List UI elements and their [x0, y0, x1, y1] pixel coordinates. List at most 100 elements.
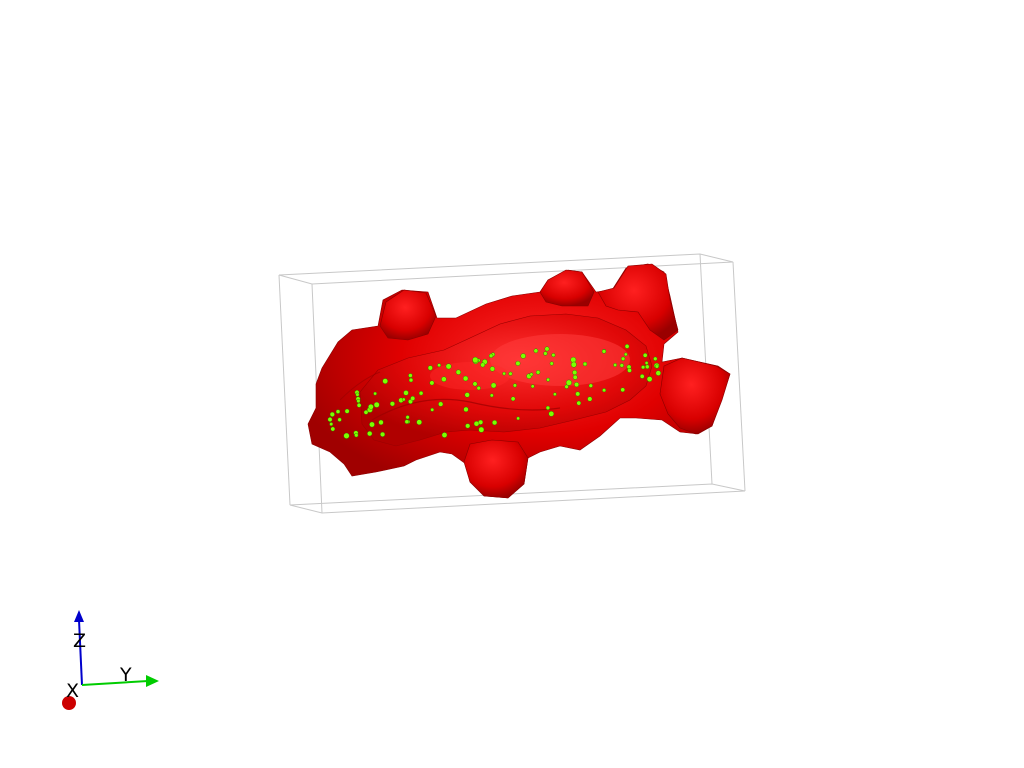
surface-point	[653, 356, 658, 361]
x-axis-label: X	[66, 680, 79, 702]
surface-point	[455, 369, 462, 375]
surface-point	[327, 417, 333, 422]
surface-point	[572, 370, 578, 376]
surface-point	[441, 376, 447, 382]
surface-point	[620, 356, 626, 361]
lobe-right	[659, 357, 731, 435]
surface-point	[441, 432, 448, 438]
surface-point	[368, 403, 374, 410]
surface-point	[576, 400, 582, 406]
surface-point	[329, 411, 335, 417]
surface-point	[624, 344, 630, 349]
surface-point	[582, 361, 588, 367]
surface-point	[488, 353, 494, 358]
surface-point	[427, 365, 433, 371]
lobe-upper-right	[597, 263, 679, 341]
surface-point	[490, 382, 497, 389]
y-axis-arrowhead	[146, 675, 159, 687]
surface-point	[642, 352, 648, 358]
surface-point	[380, 431, 386, 437]
surface-point	[639, 374, 645, 379]
lobe-top	[539, 269, 595, 307]
surface-point	[472, 356, 479, 363]
surface-point	[472, 381, 478, 387]
surface-point	[438, 401, 444, 407]
core-highlight	[490, 334, 630, 386]
surface-point	[601, 349, 607, 354]
surface-point	[530, 384, 535, 389]
surface-point	[575, 391, 581, 397]
surface-point	[378, 419, 384, 426]
surface-point	[654, 364, 659, 369]
surface-point	[416, 419, 423, 426]
surface-point	[476, 386, 481, 391]
surface-point	[329, 422, 334, 426]
lobe-bottom	[463, 439, 529, 499]
surface-crease	[339, 371, 381, 401]
surface-point	[516, 416, 520, 421]
surface-point	[545, 405, 550, 410]
x-axis-arrow-icon	[62, 696, 76, 710]
surface-point	[572, 374, 578, 380]
core-highlight-small	[430, 362, 510, 390]
surface-point	[624, 352, 628, 357]
surface-point	[502, 371, 506, 376]
surface-point	[429, 380, 435, 386]
surface-point	[445, 363, 452, 370]
y-axis-label: Y	[119, 664, 132, 686]
surface-crease	[371, 398, 561, 421]
surface-point	[418, 391, 424, 396]
surface-point	[389, 401, 395, 407]
surface-point	[404, 419, 409, 424]
surface-point	[465, 423, 471, 429]
surface-point	[510, 396, 516, 402]
surface-point	[462, 375, 469, 382]
surface-point	[489, 393, 494, 398]
surface-point	[367, 431, 373, 437]
surface-point	[641, 365, 646, 370]
surface-point	[373, 401, 380, 408]
surface-point	[515, 360, 521, 366]
surface-point	[478, 426, 485, 433]
point-cloud	[327, 344, 661, 439]
surface-point	[655, 370, 661, 376]
z-axis-label: Z	[73, 630, 86, 652]
surface-point	[408, 377, 414, 383]
surface-point	[337, 417, 342, 422]
surface-point	[408, 373, 413, 378]
surface-point	[430, 407, 435, 412]
surface-point	[508, 371, 513, 376]
surface-point	[382, 378, 389, 384]
surface-point	[613, 363, 617, 367]
surface-point	[543, 351, 548, 356]
z-axis-arrow-icon	[78, 619, 83, 686]
surface-point	[627, 368, 632, 373]
surface-point	[489, 366, 496, 372]
surface-point	[619, 363, 624, 368]
surface-point	[588, 383, 593, 388]
surface-point	[405, 415, 410, 420]
surface-point	[553, 392, 557, 397]
surface-point	[464, 392, 470, 398]
surface-point	[512, 383, 517, 388]
surface-point	[529, 372, 534, 377]
surface-point	[369, 421, 375, 428]
surface-point	[520, 353, 526, 359]
surface-point	[644, 361, 649, 365]
surface-point	[565, 379, 572, 386]
surface-point	[570, 361, 577, 368]
surface-point	[355, 392, 360, 397]
surface-point	[335, 409, 341, 414]
surface-point	[344, 408, 350, 414]
surface-point	[549, 361, 554, 366]
surface-point	[620, 387, 626, 393]
surface-point	[551, 353, 556, 358]
surface-point	[330, 426, 336, 432]
surface-point	[356, 402, 362, 408]
surface-point	[546, 377, 550, 382]
surface-point	[463, 406, 469, 413]
surface-point	[602, 388, 607, 393]
surface-point	[373, 391, 377, 396]
